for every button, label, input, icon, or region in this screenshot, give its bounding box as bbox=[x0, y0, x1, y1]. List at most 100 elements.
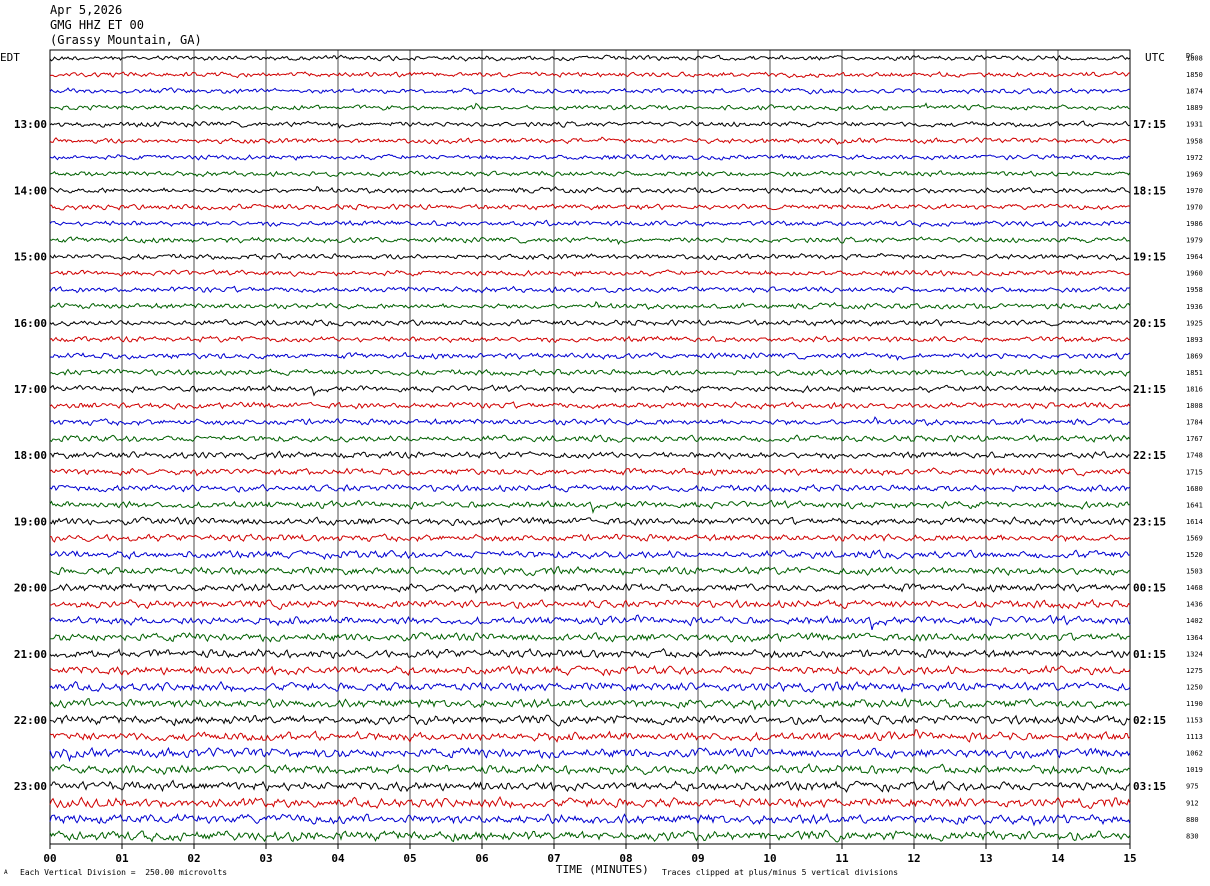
x-tick-label: 11 bbox=[835, 852, 849, 865]
dc-offset-label: 1869 bbox=[1186, 352, 1203, 360]
dc-offset-label: 1784 bbox=[1186, 419, 1203, 427]
utc-hour-label: 20:15 bbox=[1133, 317, 1166, 330]
dc-offset-label: 1190 bbox=[1186, 700, 1203, 708]
utc-hour-label: 19:15 bbox=[1133, 251, 1166, 264]
seismic-trace-7 bbox=[49, 170, 1131, 178]
seismic-trace-11 bbox=[49, 236, 1131, 246]
edt-hour-label: 18:00 bbox=[14, 449, 47, 462]
seismic-trace-26 bbox=[49, 483, 1131, 493]
dc-offset-label: 1715 bbox=[1186, 468, 1203, 476]
seismic-trace-38 bbox=[49, 680, 1131, 693]
dc-offset-label: 1969 bbox=[1186, 170, 1203, 178]
dc-offset-label: 1503 bbox=[1186, 568, 1203, 576]
utc-hour-label: 00:15 bbox=[1133, 582, 1166, 595]
left-timezone-label: EDT bbox=[0, 51, 20, 64]
dc-offset-label: 1468 bbox=[1186, 584, 1203, 592]
dc-offset-label: 1250 bbox=[1186, 683, 1203, 691]
dc-offset-label: 1986 bbox=[1186, 220, 1203, 228]
seismic-trace-13 bbox=[49, 269, 1131, 277]
axis-labels: EDT UTC DC TIME (MINUTES) 00 01 02 03 04 05 06… bbox=[0, 51, 1203, 876]
seismic-trace-16 bbox=[49, 318, 1131, 327]
seismic-trace-45 bbox=[49, 796, 1131, 810]
x-tick-label: 06 bbox=[475, 852, 489, 865]
utc-hour-label: 01:15 bbox=[1133, 648, 1166, 661]
seismic-trace-22 bbox=[49, 416, 1131, 427]
dc-offset-label: 1153 bbox=[1186, 717, 1203, 725]
dc-offset-label: 1767 bbox=[1186, 435, 1203, 443]
dc-offset-label: 1520 bbox=[1186, 551, 1203, 559]
dc-offset-label: 1364 bbox=[1186, 634, 1203, 642]
x-tick-label: 07 bbox=[547, 852, 560, 865]
seismic-trace-32 bbox=[49, 582, 1131, 594]
seismic-trace-17 bbox=[49, 335, 1131, 344]
dc-offset-label: 1936 bbox=[1186, 303, 1203, 311]
x-tick-label: 12 bbox=[907, 852, 920, 865]
seismic-trace-23 bbox=[49, 434, 1131, 443]
seismic-trace-21 bbox=[49, 401, 1131, 410]
x-tick-label: 15 bbox=[1123, 852, 1136, 865]
edt-hour-label: 15:00 bbox=[14, 251, 47, 264]
utc-hour-label: 03:15 bbox=[1133, 780, 1166, 793]
seismic-trace-5 bbox=[49, 136, 1130, 146]
edt-hour-label: 20:00 bbox=[14, 582, 47, 595]
seismic-trace-19 bbox=[49, 368, 1131, 377]
utc-hour-label: 21:15 bbox=[1133, 383, 1166, 396]
dc-offset-label: 1816 bbox=[1186, 386, 1203, 394]
seismic-trace-3 bbox=[49, 102, 1131, 112]
seismic-trace-39 bbox=[49, 697, 1131, 711]
seismic-traces bbox=[49, 54, 1131, 843]
dc-offset-label: 1958 bbox=[1186, 137, 1203, 145]
dc-offset-label: 1113 bbox=[1186, 733, 1203, 741]
seismic-trace-1 bbox=[49, 71, 1131, 79]
seismic-trace-36 bbox=[49, 647, 1131, 659]
seismic-trace-40 bbox=[49, 714, 1131, 727]
dc-offset-label: 1402 bbox=[1186, 617, 1203, 625]
station-channel: GMG HHZ ET 00 bbox=[50, 18, 144, 32]
seismic-trace-28 bbox=[49, 516, 1131, 527]
x-tick-label: 13 bbox=[979, 852, 992, 865]
dc-offset-label: 880 bbox=[1186, 816, 1199, 824]
dc-offset-label: 1569 bbox=[1186, 534, 1203, 542]
dc-offset-label: 1970 bbox=[1186, 187, 1203, 195]
dc-column-label: DC bbox=[1186, 52, 1194, 60]
dc-offset-label: 975 bbox=[1186, 783, 1199, 791]
dc-offset-label: 1958 bbox=[1186, 286, 1203, 294]
edt-hour-label: 16:00 bbox=[14, 317, 47, 330]
seismic-trace-4 bbox=[49, 120, 1131, 129]
utc-hour-label: 23:15 bbox=[1133, 515, 1166, 528]
edt-hour-label: 17:00 bbox=[14, 383, 47, 396]
dc-offset-label: 1893 bbox=[1186, 336, 1203, 344]
x-tick-label: 01 bbox=[115, 852, 129, 865]
x-tick-label: 03 bbox=[259, 852, 272, 865]
dc-offset-label: 1850 bbox=[1186, 71, 1203, 79]
seismic-trace-33 bbox=[49, 598, 1131, 610]
dc-offset-label: 1062 bbox=[1186, 750, 1203, 758]
seismic-trace-31 bbox=[49, 565, 1131, 577]
dc-offset-label: 1889 bbox=[1186, 104, 1203, 112]
seismic-trace-12 bbox=[49, 252, 1131, 261]
x-tick-label: 08 bbox=[619, 852, 632, 865]
seismic-trace-34 bbox=[49, 614, 1131, 631]
seismic-trace-27 bbox=[49, 499, 1130, 515]
dc-offset-label: 912 bbox=[1186, 799, 1199, 807]
seismic-trace-14 bbox=[49, 285, 1131, 294]
utc-hour-label: 18:15 bbox=[1133, 184, 1166, 197]
dc-offset-label: 1614 bbox=[1186, 518, 1203, 526]
x-tick-label: 10 bbox=[763, 852, 776, 865]
dc-offset-label: 1964 bbox=[1186, 253, 1203, 261]
x-axis-title: TIME (MINUTES) bbox=[556, 863, 649, 876]
edt-hour-label: 23:00 bbox=[14, 780, 47, 793]
edt-hour-label: 14:00 bbox=[14, 184, 47, 197]
seismic-trace-25 bbox=[49, 467, 1131, 477]
dc-offset-label: 830 bbox=[1186, 832, 1199, 840]
clip-note: Traces clipped at plus/minus 5 vertical … bbox=[662, 868, 899, 877]
seismic-trace-24 bbox=[49, 450, 1131, 460]
dc-offset-label: 1680 bbox=[1186, 485, 1203, 493]
seismic-trace-8 bbox=[49, 185, 1131, 194]
dc-offset-label: 1851 bbox=[1186, 369, 1203, 377]
utc-hour-label: 17:15 bbox=[1133, 118, 1166, 131]
x-tick-label: 04 bbox=[331, 852, 345, 865]
scale-note: Each Vertical Division = 250.00 microvol… bbox=[20, 868, 228, 877]
x-tick-label: 00 bbox=[43, 852, 56, 865]
